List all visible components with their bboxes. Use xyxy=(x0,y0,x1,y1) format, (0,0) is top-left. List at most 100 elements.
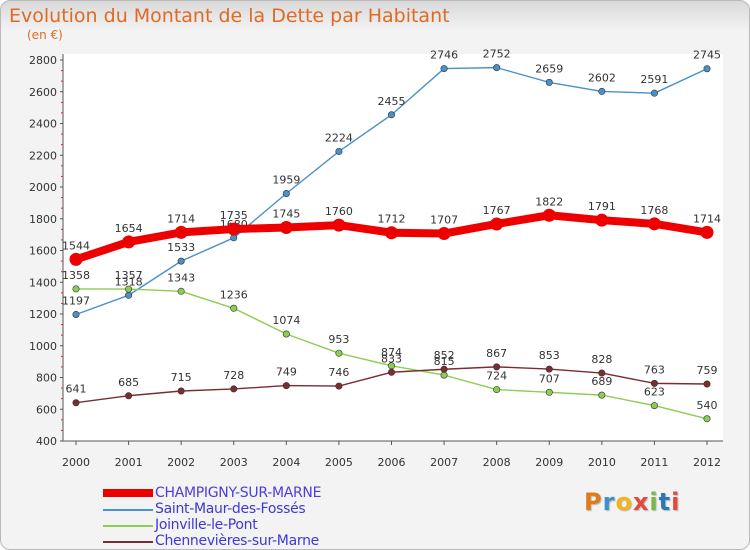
legend-swatch xyxy=(103,489,153,497)
data-label: 2224 xyxy=(325,131,353,144)
data-label: 1767 xyxy=(483,204,511,217)
y-tick-label: 2400 xyxy=(29,118,57,131)
data-point xyxy=(177,287,185,295)
data-point xyxy=(542,208,556,222)
chart-subtitle: (en €) xyxy=(27,28,63,42)
data-point xyxy=(387,368,395,376)
data-point xyxy=(440,371,448,379)
data-point xyxy=(545,365,553,373)
data-label: 1074 xyxy=(272,314,300,327)
data-point xyxy=(598,87,606,95)
data-label: 1959 xyxy=(272,174,300,187)
y-tick-label: 800 xyxy=(36,372,57,385)
data-label: 1358 xyxy=(62,269,90,282)
legend-swatch xyxy=(103,509,153,511)
data-label: 853 xyxy=(539,349,560,362)
data-label: 828 xyxy=(591,353,612,366)
data-point xyxy=(72,399,80,407)
data-point xyxy=(493,363,501,371)
data-point xyxy=(598,391,606,399)
data-label: 2602 xyxy=(588,71,616,84)
legend-swatch xyxy=(103,525,153,527)
data-label: 1791 xyxy=(588,200,616,213)
plot-area xyxy=(63,54,723,441)
data-label: 1197 xyxy=(62,294,90,307)
data-label: 2745 xyxy=(693,49,721,62)
data-point xyxy=(279,220,293,234)
data-point xyxy=(177,387,185,395)
data-point xyxy=(595,213,609,227)
x-tick-label: 2002 xyxy=(167,456,195,469)
data-point xyxy=(125,392,133,400)
x-tick-label: 2009 xyxy=(535,456,563,469)
legend-label: Chennevières-sur-Marne xyxy=(155,533,319,549)
data-label: 1654 xyxy=(115,222,143,235)
data-point xyxy=(69,252,83,266)
data-label: 749 xyxy=(276,366,297,379)
data-point xyxy=(72,310,80,318)
data-point xyxy=(493,386,501,394)
data-label: 1707 xyxy=(430,214,458,227)
x-tick-label: 2001 xyxy=(115,456,143,469)
y-tick-label: 2000 xyxy=(29,181,57,194)
legend-label: Saint-Maur-des-Fossés xyxy=(155,501,306,517)
x-tick-label: 2003 xyxy=(220,456,248,469)
x-tick-label: 2005 xyxy=(325,456,353,469)
data-label: 1357 xyxy=(115,269,143,282)
data-label: 685 xyxy=(118,376,139,389)
data-label: 1712 xyxy=(378,213,406,226)
data-label: 1544 xyxy=(62,239,90,252)
legend-label: Joinville-le-Pont xyxy=(155,517,258,533)
data-point xyxy=(647,217,661,231)
data-point xyxy=(545,78,553,86)
data-point xyxy=(703,380,711,388)
data-label: 763 xyxy=(644,363,665,376)
data-label: 2752 xyxy=(483,48,511,61)
proxiti-logo: Proxiti xyxy=(584,488,681,516)
data-label: 759 xyxy=(697,364,718,377)
data-label: 1343 xyxy=(167,271,195,284)
data-label: 2455 xyxy=(378,95,406,108)
data-point xyxy=(335,349,343,357)
data-point xyxy=(335,382,343,390)
data-label: 1714 xyxy=(693,212,721,225)
x-tick-label: 2011 xyxy=(640,456,668,469)
line-chart: 400 600 800 1000 1200 1400 1600 1800 2000 2200 240… xyxy=(29,48,723,469)
data-label: 746 xyxy=(328,366,349,379)
y-tick-label: 600 xyxy=(36,403,57,416)
data-label: 833 xyxy=(381,352,402,365)
x-tick-label: 2004 xyxy=(272,456,300,469)
data-point xyxy=(490,217,504,231)
chart-title: Evolution du Montant de la Dette par Hab… xyxy=(9,5,450,27)
data-point xyxy=(437,227,451,241)
x-tick-label: 2008 xyxy=(483,456,511,469)
data-point xyxy=(230,385,238,393)
x-tick-label: 2012 xyxy=(693,456,721,469)
x-tick-label: 2000 xyxy=(62,456,90,469)
data-label: 724 xyxy=(486,370,507,383)
data-point xyxy=(650,402,658,410)
data-point xyxy=(650,379,658,387)
data-point xyxy=(174,225,188,239)
data-label: 1745 xyxy=(272,207,300,220)
data-label: 953 xyxy=(328,333,349,346)
legend-label: CHAMPIGNY-SUR-MARNE xyxy=(155,485,322,501)
data-label: 874 xyxy=(381,346,402,359)
data-label: 641 xyxy=(66,383,87,396)
y-tick-label: 2600 xyxy=(29,86,57,99)
data-point xyxy=(703,65,711,73)
y-tick-label: 1600 xyxy=(29,245,57,258)
y-tick-label: 1800 xyxy=(29,213,57,226)
data-label: 728 xyxy=(223,369,244,382)
data-label: 867 xyxy=(486,347,507,360)
data-point xyxy=(385,226,398,240)
data-point xyxy=(125,291,133,299)
data-label: 1318 xyxy=(115,275,143,288)
data-label: 707 xyxy=(539,372,560,385)
data-point xyxy=(332,218,346,232)
data-point xyxy=(703,415,711,423)
data-point xyxy=(282,382,290,390)
y-tick-label: 400 xyxy=(36,435,57,448)
x-tick-label: 2010 xyxy=(588,456,616,469)
